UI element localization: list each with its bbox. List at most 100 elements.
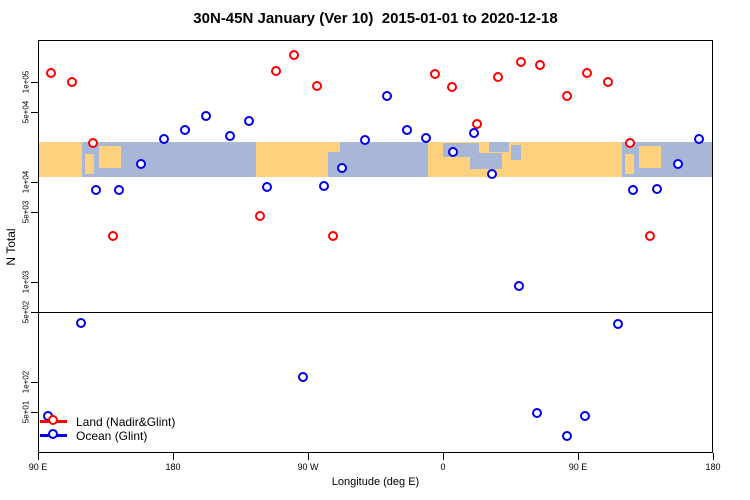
- data-point-ocean: [381, 91, 392, 102]
- data-point-land: [429, 68, 440, 79]
- data-point-ocean: [243, 115, 254, 126]
- data-point-ocean: [579, 410, 590, 421]
- sea-region: [470, 152, 502, 169]
- land-region: [255, 142, 328, 178]
- data-point-ocean: [694, 133, 705, 144]
- y-axis-tick: [31, 412, 38, 414]
- data-point-land: [602, 76, 613, 87]
- data-point-ocean: [487, 168, 498, 179]
- y-axis-tick: [31, 112, 38, 114]
- y-axis-title: N Total: [4, 228, 18, 266]
- data-point-ocean: [651, 184, 662, 195]
- chart-title: 30N-45N January (Ver 10) 2015-01-01 to 2…: [193, 10, 558, 27]
- data-point-land: [446, 81, 457, 92]
- data-point-ocean: [532, 408, 543, 419]
- data-point-ocean: [627, 185, 638, 196]
- sea-region: [510, 145, 521, 160]
- x-axis-tick-label: 90 E: [568, 462, 588, 472]
- data-point-land: [515, 57, 526, 68]
- data-point-land: [289, 49, 300, 60]
- data-point-ocean: [672, 159, 683, 170]
- x-axis-tick: [173, 453, 174, 460]
- data-point-ocean: [514, 280, 525, 291]
- y-axis-tick-label: 1e+02: [21, 370, 31, 394]
- data-point-ocean: [613, 318, 624, 329]
- data-point-land: [581, 67, 592, 78]
- land-region: [638, 145, 661, 169]
- y-axis-tick: [31, 212, 38, 214]
- land-region: [624, 154, 634, 174]
- data-point-land: [644, 230, 655, 241]
- x-axis-tick-label: 180: [165, 462, 181, 472]
- y-axis-tick-label: 5e+02: [21, 300, 31, 324]
- x-axis-tick-label: 90 W: [297, 462, 319, 472]
- x-axis-tick-label: 90 E: [28, 462, 48, 472]
- world-map-band: [38, 142, 713, 178]
- data-point-ocean: [261, 182, 272, 193]
- data-point-land: [270, 66, 281, 77]
- data-point-land: [624, 137, 635, 148]
- data-point-land: [493, 72, 504, 83]
- y-axis-tick-label: 5e+04: [21, 100, 31, 124]
- data-point-ocean: [179, 124, 190, 135]
- y-axis-tick-label: 5e+03: [21, 200, 31, 224]
- legend-open-circle-icon: [48, 415, 58, 425]
- data-point-land: [45, 67, 56, 78]
- legend-item-land: Land (Nadir&Glint): [40, 414, 240, 429]
- legend: Land (Nadir&Glint) Ocean (Glint): [40, 414, 240, 443]
- y-axis-tick-label: 5e+01: [21, 400, 31, 424]
- data-point-ocean: [359, 134, 370, 145]
- data-point-ocean: [401, 124, 412, 135]
- data-point-ocean: [297, 372, 308, 383]
- legend-open-circle-icon: [48, 429, 58, 439]
- x-axis-tick-label: 0: [440, 462, 446, 472]
- land-region: [84, 154, 94, 174]
- y-axis-tick: [31, 82, 38, 83]
- data-point-land: [311, 80, 322, 91]
- data-point-land: [535, 60, 546, 71]
- sea-region: [489, 142, 509, 153]
- legend-label-land: Land (Nadir&Glint): [76, 415, 176, 429]
- y-axis-tick: [31, 312, 38, 314]
- x-axis-tick: [443, 453, 444, 460]
- data-point-land: [107, 230, 118, 241]
- legend-item-ocean: Ocean (Glint): [40, 428, 240, 443]
- data-point-ocean: [468, 127, 479, 138]
- data-point-ocean: [448, 147, 459, 158]
- reference-line: [38, 312, 713, 314]
- land-region: [327, 142, 340, 153]
- data-point-ocean: [421, 132, 432, 143]
- data-point-ocean: [135, 159, 146, 170]
- x-axis-tick: [713, 453, 714, 460]
- data-point-ocean: [318, 180, 329, 191]
- data-point-ocean: [158, 133, 169, 144]
- data-point-land: [561, 91, 572, 102]
- legend-label-ocean: Ocean (Glint): [76, 429, 148, 443]
- y-axis-tick: [31, 382, 38, 383]
- x-axis-tick: [578, 453, 579, 460]
- data-point-ocean: [336, 163, 347, 174]
- data-point-land: [328, 230, 339, 241]
- y-axis-tick: [31, 282, 38, 283]
- x-axis-tick: [38, 453, 39, 460]
- data-point-ocean: [113, 185, 124, 196]
- data-point-ocean: [562, 430, 573, 441]
- data-point-land: [66, 76, 77, 87]
- x-axis-title: Longitude (deg E): [331, 476, 420, 488]
- data-point-land: [254, 210, 265, 221]
- x-axis-tick: [308, 453, 309, 460]
- land-region: [38, 142, 82, 178]
- y-axis-tick-label: 1e+04: [21, 170, 31, 194]
- data-point-ocean: [91, 185, 102, 196]
- y-axis-tick-label: 1e+03: [21, 270, 31, 294]
- y-axis-tick: [31, 182, 38, 183]
- x-axis-tick-label: 180: [705, 462, 721, 472]
- data-point-land: [87, 137, 98, 148]
- land-region: [98, 145, 121, 169]
- y-axis-tick-label: 1e+05: [21, 70, 31, 94]
- data-point-ocean: [76, 317, 87, 328]
- data-point-ocean: [200, 110, 211, 121]
- data-point-ocean: [224, 130, 235, 141]
